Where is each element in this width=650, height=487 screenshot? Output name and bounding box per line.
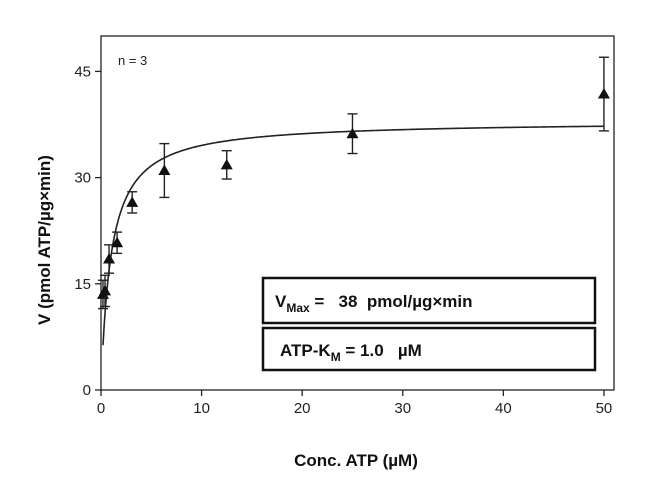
x-tick-label: 50	[596, 400, 613, 417]
data-point-triangle	[99, 284, 112, 296]
plot-frame	[100, 35, 615, 391]
plot-area	[100, 35, 615, 391]
km-value: = 1.0 µM	[341, 341, 422, 360]
y-axis-title: V (pmol ATP/µg×min)	[35, 155, 54, 325]
fit-curve-group	[102, 125, 604, 346]
km-symbol: ATP-K	[280, 341, 331, 360]
y-tick-label: 15	[74, 276, 91, 293]
x-tick-label: 0	[97, 400, 105, 417]
vmax-annotation-text: VMax = 38 pmol/µg×min	[275, 292, 473, 315]
y-axis: 0 15 30 45	[74, 63, 101, 399]
fit-curve	[102, 125, 604, 346]
x-tick-label: 10	[193, 400, 210, 417]
x-axis: 0 10 20 30 40 50	[97, 390, 612, 417]
data-point-triangle	[220, 158, 233, 170]
y-tick-label: 30	[74, 170, 91, 187]
x-axis-title: Conc. ATP (µM)	[294, 451, 418, 470]
km-subscript: M	[331, 350, 341, 364]
data-point-triangle	[346, 127, 359, 139]
data-point-triangle	[111, 236, 124, 248]
vmax-annotation-box: VMax = 38 pmol/µg×min	[261, 276, 597, 325]
vmax-subscript: Max	[286, 301, 310, 315]
km-annotation-box: ATP-KM = 1.0 µM	[261, 326, 597, 372]
data-points	[97, 56, 610, 310]
data-point-triangle	[597, 88, 610, 99]
sample-size-note: n = 3	[118, 53, 147, 68]
vmax-symbol: V	[275, 292, 287, 311]
vmax-value: = 38 pmol/µg×min	[310, 292, 473, 311]
x-tick-label: 30	[394, 400, 411, 417]
x-tick-label: 40	[495, 400, 512, 417]
data-point-triangle	[158, 164, 171, 176]
data-point-triangle	[126, 196, 139, 207]
y-tick-label: 0	[83, 382, 91, 399]
y-tick-label: 45	[74, 63, 91, 80]
km-annotation-text: ATP-KM = 1.0 µM	[280, 341, 422, 364]
x-tick-label: 20	[294, 400, 311, 417]
data-point-triangle	[103, 253, 116, 264]
